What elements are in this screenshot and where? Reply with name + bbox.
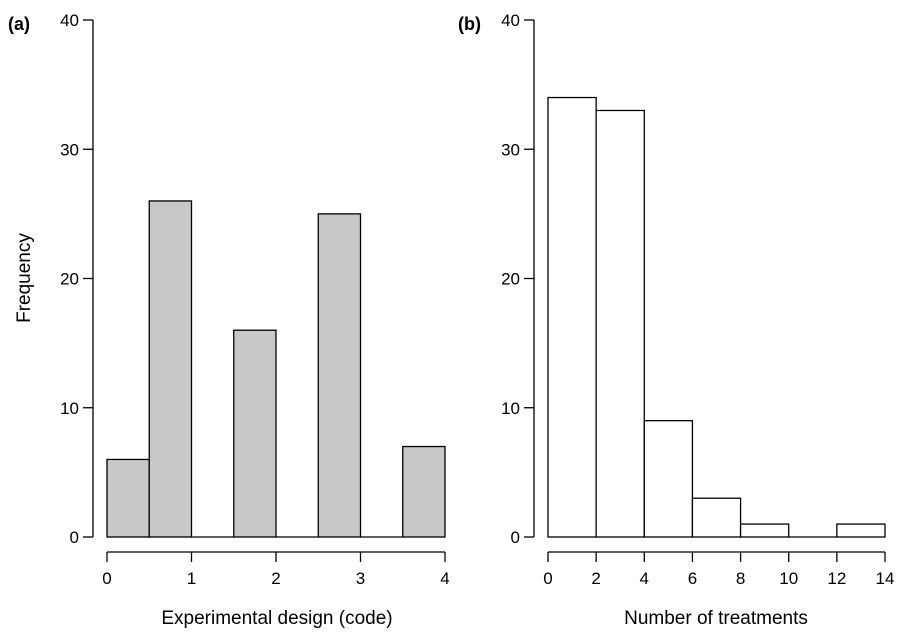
panel-a-y-tick-label-0: 0	[70, 528, 79, 547]
panel-a-bar-3	[233, 329, 277, 538]
panel-a-y-tick-label-4: 40	[60, 11, 79, 30]
panel-a-label: (a)	[8, 14, 30, 34]
panel-b-chart: (b) Number of treatments 0 10 20 30 40 0 2 4 6 8 1…	[458, 11, 894, 629]
panel-b-x-tick-label-0: 0	[543, 569, 552, 588]
panel-b-bar-3	[691, 497, 742, 538]
panel-b-y-tick-label-0: 0	[511, 528, 520, 547]
panel-b-x-axis-title: Number of treatments	[624, 608, 808, 629]
panel-b-x-tick-label-2: 4	[640, 569, 649, 588]
panel-b-bar-2	[643, 420, 694, 538]
panel-b-x-tick-label-3: 6	[688, 569, 697, 588]
panel-a-x-tick-label-1: 1	[187, 569, 196, 588]
panel-b-y-tick-label-4: 40	[501, 11, 520, 30]
panel-b-x-tick-label-1: 2	[591, 569, 600, 588]
panel-b-x-tick-label-6: 12	[827, 569, 846, 588]
panel-a-y-axis-title: Frequency	[14, 233, 35, 323]
panel-b-x-tick-label-5: 10	[779, 569, 798, 588]
panel-b-bar-0	[547, 96, 597, 538]
panel-b-x-tick-label-7: 14	[876, 569, 895, 588]
panel-a-x-tick-label-2: 2	[271, 569, 280, 588]
panel-a-x-tick-label-0: 0	[102, 569, 111, 588]
panel-a-x-axis-title: Experimental design (code)	[161, 608, 392, 629]
panel-a-bar-1	[148, 200, 193, 538]
panel-a-y-tick-label-1: 10	[60, 399, 79, 418]
panel-b-y-tick-label-1: 10	[501, 399, 520, 418]
panel-a-y-tick-label-2: 20	[60, 270, 79, 289]
panel-b-label: (b)	[458, 14, 481, 34]
panel-a-bar-5	[317, 213, 362, 538]
panel-b-y-tick-label-2: 20	[501, 270, 520, 289]
panel-b-y-tick-label-3: 30	[501, 140, 520, 159]
panel-a-bar-0	[106, 458, 150, 538]
panel-b-bar-1	[595, 109, 645, 538]
panel-a-chart: (a) Frequency Experimental design (code)…	[8, 11, 450, 629]
panel-a-y-tick-label-3: 30	[60, 140, 79, 159]
panel-b-bar-6	[836, 523, 886, 538]
panel-a-bar-7	[402, 445, 446, 538]
panel-a-x-tick-label-3: 3	[356, 569, 365, 588]
panel-b-x-tick-label-4: 8	[736, 569, 745, 588]
panel-a-x-tick-label-4: 4	[440, 569, 449, 588]
panel-b-bar-4	[739, 523, 790, 538]
